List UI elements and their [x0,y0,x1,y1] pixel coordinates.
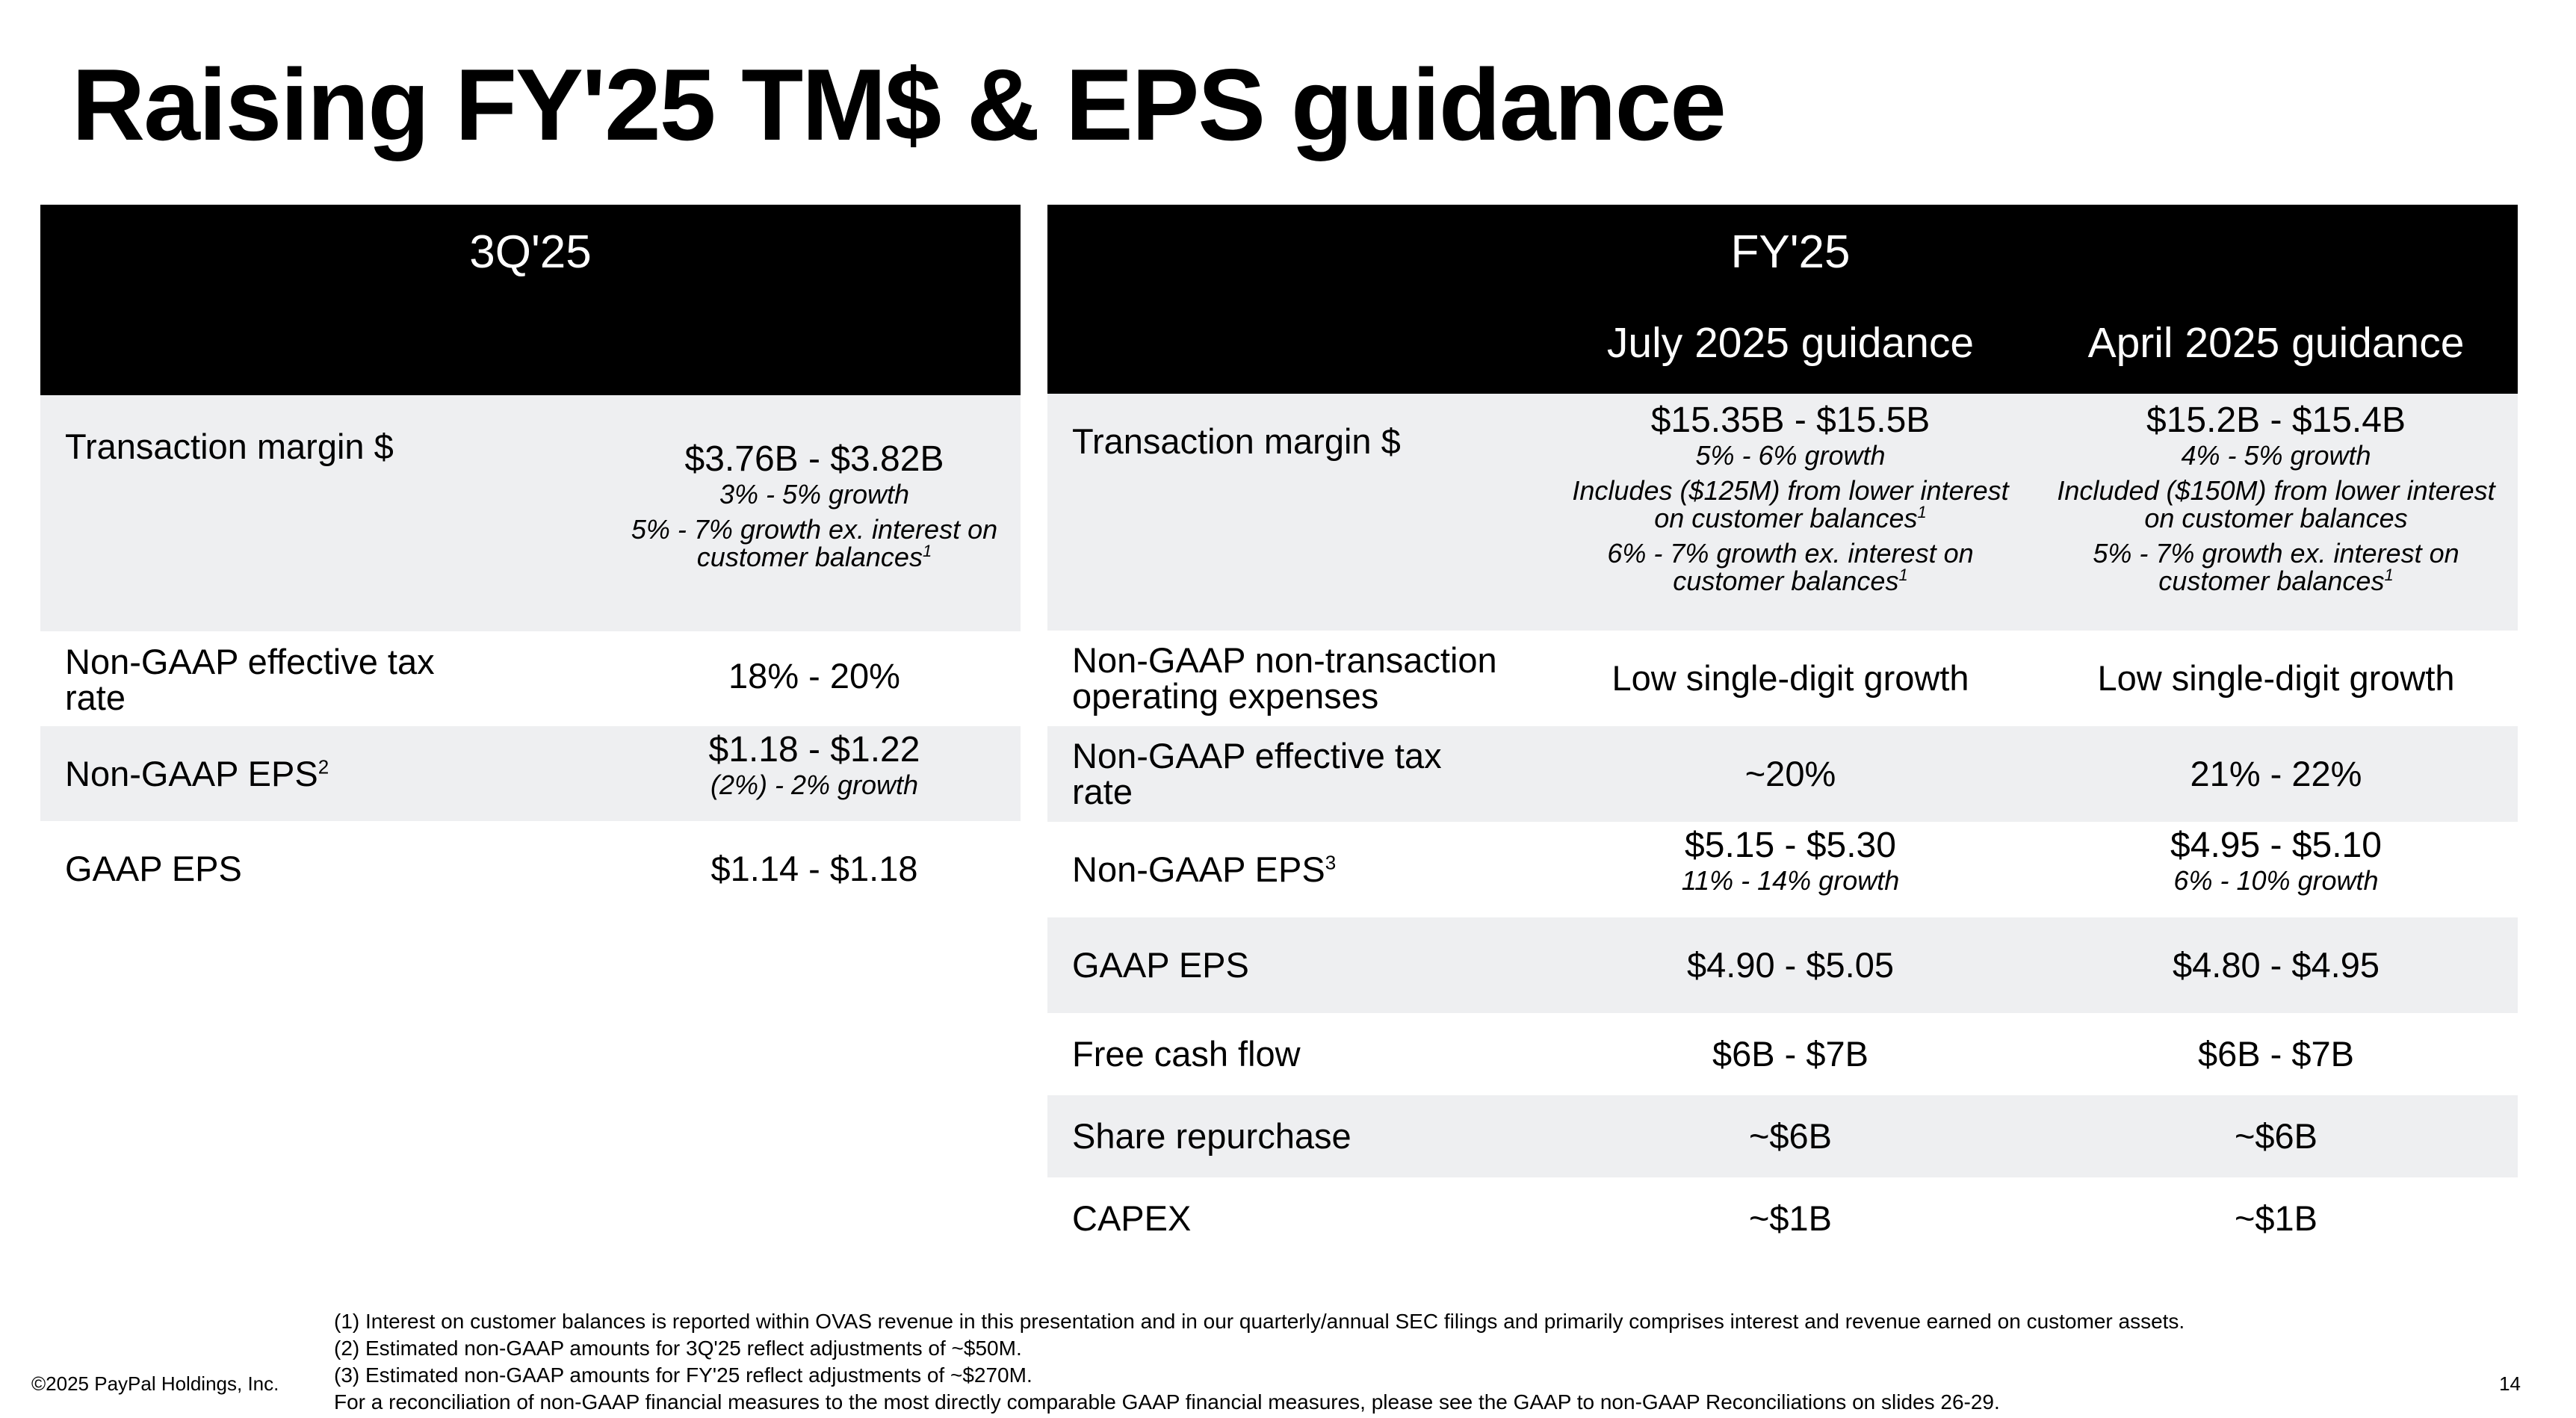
footnotes: (1) Interest on customer balances is rep… [334,1308,2185,1416]
april-value: ~$6B [2234,1116,2318,1156]
footnote: For a reconciliation of non-GAAP financi… [334,1390,2000,1414]
july-value: $6B - $7B [1712,1034,1869,1074]
april-value: $15.2B - $15.4B 4% - 5% growth Included … [2028,400,2524,595]
row-label: Non-GAAP effective tax rate [65,642,435,717]
value-note: 11% - 14% growth [1681,865,1900,896]
july-value: ~20% [1744,754,1836,793]
value-note: 5% - 7% growth ex. interest on customer b… [631,514,998,572]
table-row-gaap-eps: GAAP EPS $1.14 - $1.18 [40,821,1021,916]
july-value: ~$6B [1748,1116,1833,1156]
copyright: ©2025 PayPal Holdings, Inc. [31,1372,279,1395]
april-value: Low single-digit growth [2097,658,2455,698]
july-value: ~$1B [1748,1198,1833,1238]
april-value: $4.80 - $4.95 [2173,945,2380,985]
april-value: $6B - $7B [2197,1034,2355,1074]
full-year-guidance-table: FY'25 July 2025 guidance April 2025 guid… [1047,205,2518,1260]
table-row-non-gaap-eps: Non-GAAP EPS3 $5.15 - $5.30 11% - 14% gr… [1047,822,2518,917]
column-header-april: April 2025 guidance [2087,319,2465,367]
value-note: Includes ($125M) from lower interest on c… [1572,475,2009,533]
footnote: (2) Estimated non-GAAP amounts for 3Q'25… [334,1337,1022,1360]
row-label: Transaction margin $ [1072,421,1401,461]
quarter-header: 3Q'25 [40,205,1021,395]
april-value: ~$1B [2234,1198,2318,1238]
value-main: $5.15 - $5.30 [1685,826,1896,865]
slide-title: Raising FY'25 TM$ & EPS guidance [72,48,1727,161]
table-row-share-repurchase: Share repurchase ~$6B ~$6B [1047,1095,2518,1177]
footnote: (3) Estimated non-GAAP amounts for FY'25… [334,1363,1032,1387]
row-label: Non-GAAP effective tax rate [1072,736,1442,811]
quarter-guidance-table: 3Q'25 Transaction margin $ $3.76B - $3.8… [40,205,1021,916]
value-main: $15.35B - $15.5B [1650,400,1931,440]
quarter-header-title: 3Q'25 [469,226,592,278]
july-value: $15.35B - $15.5B 5% - 6% growth Includes… [1543,400,2038,595]
row-value: 18% - 20% [728,656,900,696]
row-label: GAAP EPS [1072,945,1249,985]
table-row-tax-rate: Non-GAAP effective tax rate 18% - 20% [40,631,1021,726]
table-row-tax-rate: Non-GAAP effective tax rate ~20% 21% - 22… [1047,726,2518,822]
row-label: Non-GAAP EPS2 [65,754,329,793]
value-note: 3% - 5% growth [719,479,910,510]
row-label: Non-GAAP EPS3 [1072,849,1337,889]
full-year-header-title: FY'25 [1730,226,1851,278]
value-note: 6% - 7% growth ex. interest on customer b… [1607,538,1974,596]
table-row-transaction-margin: Transaction margin $ $3.76B - $3.82B 3% … [40,395,1021,631]
footnote: (1) Interest on customer balances is rep… [334,1310,2185,1333]
july-value: $4.90 - $5.05 [1687,945,1894,985]
value-note: Included ($150M) from lower interest on c… [2057,475,2495,533]
table-row-capex: CAPEX ~$1B ~$1B [1047,1177,2518,1260]
table-row-transaction-margin: Transaction margin $ $15.35B - $15.5B 5%… [1047,394,2518,631]
row-label: Share repurchase [1072,1116,1352,1156]
april-value: $4.95 - $5.10 6% - 10% growth [2028,825,2524,894]
value-note: 5% - 7% growth ex. interest on customer b… [2093,538,2459,596]
table-row-gaap-eps: GAAP EPS $4.90 - $5.05 $4.80 - $4.95 [1047,917,2518,1013]
full-year-header: FY'25 July 2025 guidance April 2025 guid… [1047,205,2518,394]
value-main: $4.95 - $5.10 [2170,826,2382,865]
row-label: CAPEX [1072,1198,1192,1238]
value-note: (2%) - 2% growth [710,770,919,800]
table-row-non-gaap-eps: Non-GAAP EPS2 $1.18 - $1.22 (2%) - 2% gr… [40,726,1021,821]
value-note: 5% - 6% growth [1695,440,1886,471]
value-main: $1.18 - $1.22 [708,730,920,770]
row-label: Free cash flow [1072,1034,1301,1074]
value-note: 6% - 10% growth [2173,865,2379,896]
april-value: 21% - 22% [2190,754,2362,793]
column-header-july: July 2025 guidance [1606,319,1975,367]
july-value: Low single-digit growth [1611,658,1969,698]
row-value: $1.14 - $1.18 [710,849,918,888]
july-value: $5.15 - $5.30 11% - 14% growth [1543,825,2038,894]
row-value: $1.18 - $1.22 (2%) - 2% growth [575,729,1053,799]
table-row-opex: Non-GAAP non-transaction operating expens… [1047,631,2518,726]
value-note: 4% - 5% growth [2181,440,2371,471]
row-value: $3.76B - $3.82B 3% - 5% growth 5% - 7% g… [575,439,1053,571]
value-main: $3.76B - $3.82B [684,439,944,479]
table-row-free-cash-flow: Free cash flow $6B - $7B $6B - $7B [1047,1013,2518,1095]
row-label: Transaction margin $ [65,427,394,466]
row-label: Non-GAAP non-transaction operating expens… [1072,640,1497,716]
row-label: GAAP EPS [65,849,242,888]
value-main: $15.2B - $15.4B [2146,400,2406,440]
page-number: 14 [2499,1372,2521,1395]
